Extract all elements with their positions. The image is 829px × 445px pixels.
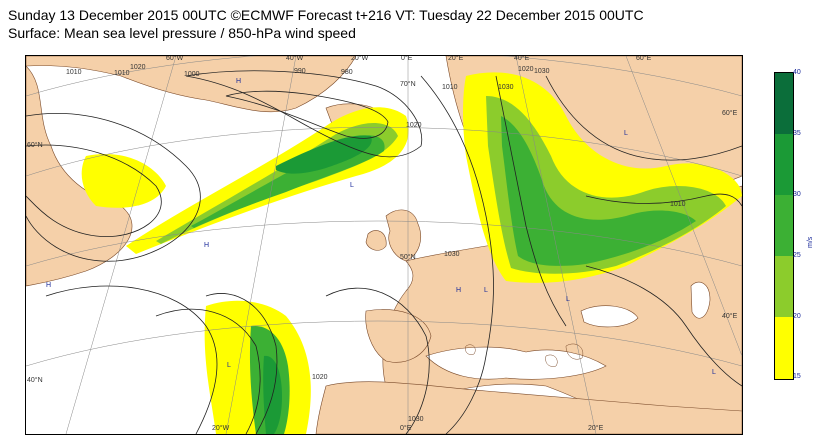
- lon-label-bottom: 20°W: [212, 425, 230, 432]
- lon-label-top: 20°W: [351, 55, 369, 62]
- lon-label-bottom: 20°E: [588, 425, 604, 432]
- legend-band: [775, 73, 793, 134]
- isobar-label: 1010: [670, 201, 686, 208]
- pressure-mark: L: [566, 296, 570, 303]
- legend-band: [775, 317, 793, 379]
- legend-unit: m/s: [807, 236, 814, 248]
- pressure-mark: H: [46, 282, 52, 289]
- isobars: [26, 70, 742, 434]
- isobar-label: 1020: [130, 64, 146, 71]
- isobar-label: 1020: [518, 66, 534, 73]
- isobar-label: 980: [341, 69, 353, 76]
- sea-black: [580, 305, 639, 328]
- pressure-mark: L: [227, 362, 231, 369]
- lon-label-top: 60°W: [166, 55, 184, 62]
- lon-label-top: 0°E: [401, 55, 413, 62]
- lon-label-top: 40°E: [514, 55, 530, 62]
- legend-band: [775, 195, 793, 256]
- pressure-mark: H: [204, 242, 210, 249]
- legend-tick: 20: [793, 313, 801, 320]
- isobar-label: 1030: [498, 84, 514, 91]
- isobar-label: 1000: [184, 71, 200, 78]
- lat-label-right: 40°E: [722, 313, 738, 320]
- lon-label-top: 60°E: [636, 55, 652, 62]
- wind-band-europe-green: [501, 116, 696, 266]
- pressure-mark: L: [484, 287, 488, 294]
- lat-label-right: 60°E: [722, 110, 738, 117]
- pressure-mark: L: [624, 130, 628, 137]
- legend-tick: 30: [793, 191, 801, 198]
- land-ireland: [365, 230, 387, 251]
- wind-shading: [81, 72, 742, 434]
- isobar-label: 1020: [312, 374, 328, 381]
- legend-tick: 25: [793, 252, 801, 259]
- land-uk: [385, 209, 421, 262]
- wind-speed-legend: [774, 72, 794, 380]
- pressure-mark: L: [350, 182, 354, 189]
- pressure-mark: H: [236, 78, 242, 85]
- legend-tick: 15: [793, 373, 801, 380]
- land-greenland: [26, 56, 357, 113]
- isobar-label: 1030: [408, 416, 424, 423]
- isobar-label: 1030: [534, 68, 550, 75]
- isobar-label: 1010: [114, 70, 130, 77]
- lon-label-bottom: 0°E: [400, 425, 412, 432]
- wind-band-northamerica-yellow: [81, 154, 166, 208]
- graticule-label: 50°N: [400, 254, 416, 261]
- lat-label-left: 60°N: [27, 142, 43, 149]
- legend-tick: 40: [793, 69, 801, 76]
- weather-map: 60°W 40°W 20°W 0°E 20°E 40°E 60°E 20°W 0…: [25, 55, 743, 435]
- legend-tick: 35: [793, 130, 801, 137]
- sea-caspian: [690, 281, 711, 319]
- land-africa: [315, 381, 742, 434]
- lat-label-left: 40°N: [27, 377, 43, 384]
- lon-label-top: 40°W: [286, 55, 304, 62]
- legend-band: [775, 256, 793, 317]
- land-iberia: [365, 309, 432, 363]
- forecast-title: Sunday 13 December 2015 00UTC ©ECMWF For…: [8, 7, 644, 23]
- sea-mediterranean: [425, 346, 607, 380]
- lon-label-top: 20°E: [448, 55, 464, 62]
- isobar-label: 1020: [406, 122, 422, 129]
- pressure-mark: H: [456, 287, 462, 294]
- map-canvas: [26, 56, 742, 434]
- isobar-label: 990: [294, 68, 306, 75]
- isobar-label: 1010: [442, 84, 458, 91]
- isobar-label: 1030: [444, 251, 460, 258]
- pressure-mark: L: [712, 369, 716, 376]
- graticule-label: 70°N: [400, 81, 416, 88]
- legend-band: [775, 134, 793, 195]
- wind-band-atlantic-darkgreen: [276, 135, 372, 174]
- isobar-label: 1010: [66, 69, 82, 76]
- forecast-subtitle: Surface: Mean sea level pressure / 850-h…: [8, 25, 356, 41]
- graticule: [26, 56, 742, 434]
